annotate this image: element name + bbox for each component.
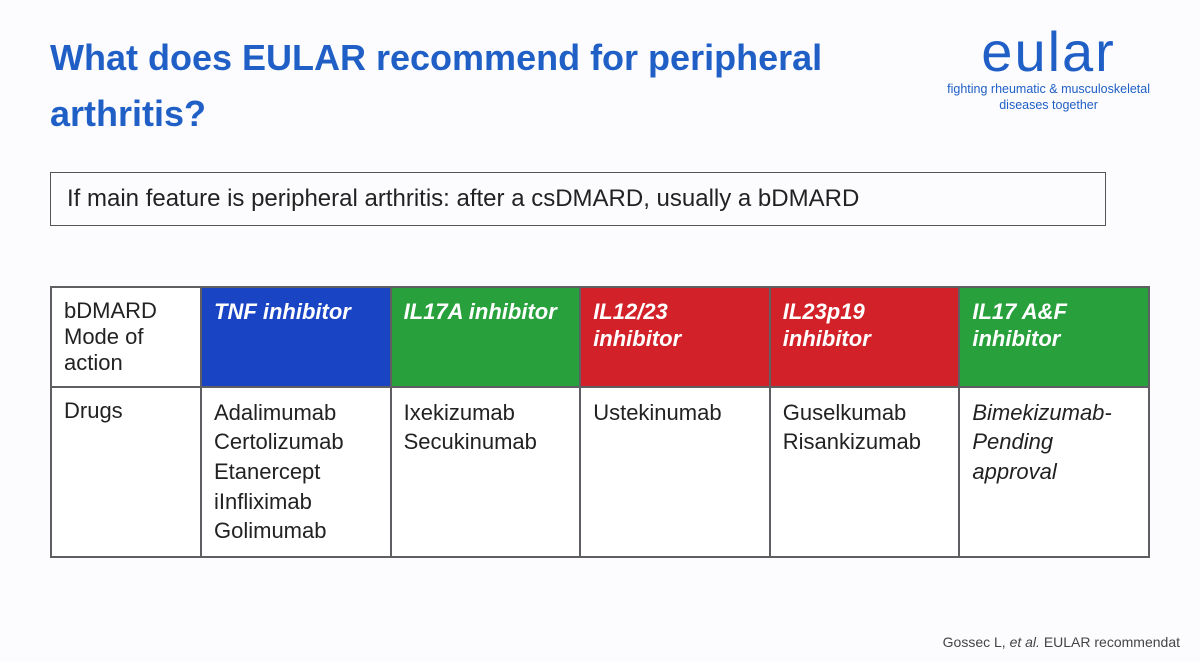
citation: Gossec L, et al. EULAR recommendat (943, 634, 1180, 650)
table-drugs-row: Drugs AdalimumabCertolizumabEtanerceptiI… (51, 387, 1149, 557)
callout-box: If main feature is peripheral arthritis:… (50, 172, 1106, 226)
citation-italic: et al. (1010, 634, 1040, 650)
header-row: What does EULAR recommend for peripheral… (50, 30, 1150, 142)
slide-title: What does EULAR recommend for peripheral… (50, 30, 830, 142)
drug-cell: GuselkumabRisankizumab (770, 387, 960, 557)
col-header: IL12/23 inhibitor (580, 287, 770, 387)
slide: What does EULAR recommend for peripheral… (0, 0, 1200, 662)
row-label-drugs: Drugs (51, 387, 201, 557)
col-header: IL23p19 inhibitor (770, 287, 960, 387)
drug-cell: Bimekizumab- Pending approval (959, 387, 1149, 557)
drug-cell: Ustekinumab (580, 387, 770, 557)
drug-cell: IxekizumabSecukinumab (391, 387, 581, 557)
bdmard-table: bDMARD Mode of action TNF inhibitor IL17… (50, 286, 1150, 558)
logo-text: eular (947, 24, 1150, 80)
citation-tail: EULAR recommendat (1040, 634, 1180, 650)
table-header-row: bDMARD Mode of action TNF inhibitor IL17… (51, 287, 1149, 387)
drug-cell: AdalimumabCertolizumabEtanerceptiInflixi… (201, 387, 391, 557)
citation-lead: Gossec L, (943, 634, 1010, 650)
row-label-mode: bDMARD Mode of action (51, 287, 201, 387)
logo-tagline: fighting rheumatic & musculoskeletaldise… (947, 82, 1150, 113)
eular-logo: eular fighting rheumatic & musculoskelet… (947, 24, 1150, 113)
col-header: IL17A inhibitor (391, 287, 581, 387)
col-header: TNF inhibitor (201, 287, 391, 387)
col-header: IL17 A&F inhibitor (959, 287, 1149, 387)
